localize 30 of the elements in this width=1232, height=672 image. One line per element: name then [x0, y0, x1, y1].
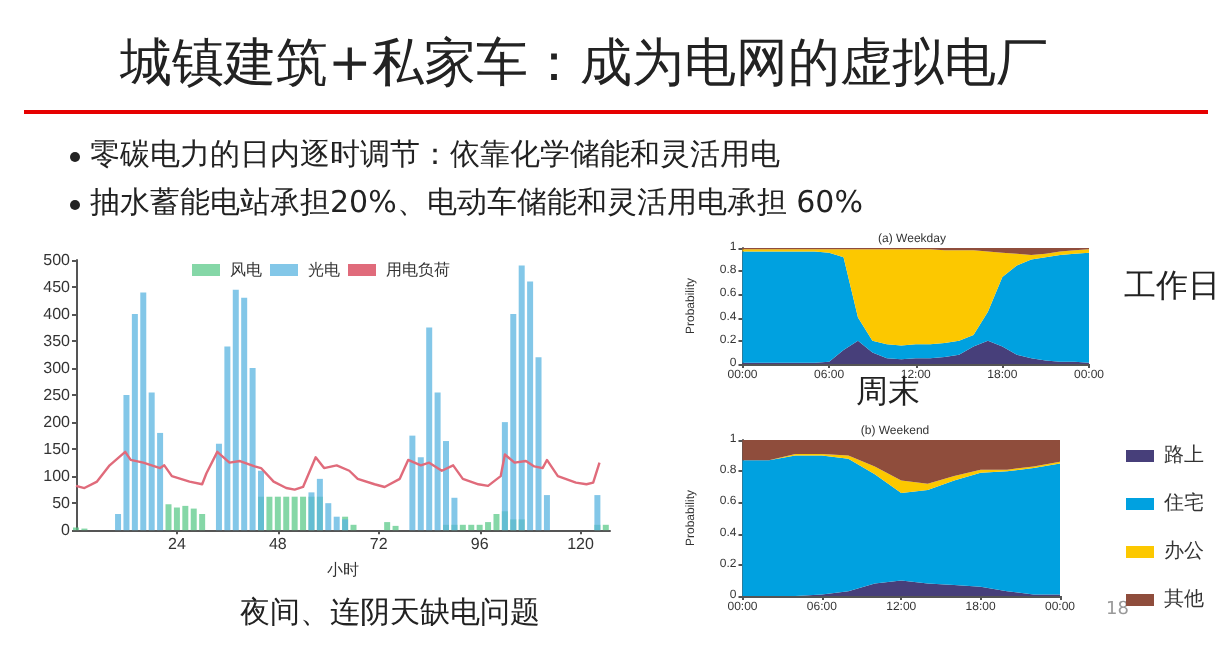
legend-label: 住宅 [1164, 491, 1204, 515]
y-tick-label: 100 [43, 467, 72, 486]
legend-label: 办公 [1164, 539, 1204, 563]
y-tick-label: 50 [52, 494, 72, 513]
legend-label: 光电 [308, 261, 340, 279]
y-tick-label: 350 [43, 332, 72, 351]
y-tick-label: 450 [43, 278, 72, 297]
text: 抽水蓄能电站承担20%、电动车储能和灵活用电承担 60% [90, 184, 863, 222]
text: 夜间、连阴天缺电问题 [240, 594, 540, 632]
y-tick-label: 200 [43, 413, 72, 432]
legend-label: 路上 [1164, 443, 1204, 467]
x-tick-label: 24 [168, 535, 187, 554]
x-tick-label: 120 [567, 535, 595, 554]
y-tick-label: 300 [43, 359, 72, 378]
legend-label: 其他 [1164, 587, 1204, 611]
chart-title: 城镇建筑+私家车：成为电网的虚拟电厂 [120, 32, 1048, 98]
x-axis-title: 小时 [327, 561, 359, 579]
y-tick-label: 150 [43, 440, 72, 459]
legend-label: 风电 [230, 261, 262, 279]
y-tick-label: 500 [43, 251, 72, 269]
x-tick-label: 96 [470, 535, 490, 554]
y-tick-label: 400 [43, 305, 72, 324]
x-tick-label: 48 [268, 535, 288, 554]
text: 零碳电力的日内逐时调节：依靠化学储能和灵活用电 [90, 136, 780, 174]
x-tick-label: 72 [369, 535, 389, 554]
legend-label: 用电负荷 [386, 261, 450, 279]
y-tick-label: 250 [43, 386, 72, 405]
text: 工作日 [1124, 266, 1220, 308]
text: 18 [1106, 600, 1129, 620]
y-tick-label: 0 [61, 521, 72, 540]
